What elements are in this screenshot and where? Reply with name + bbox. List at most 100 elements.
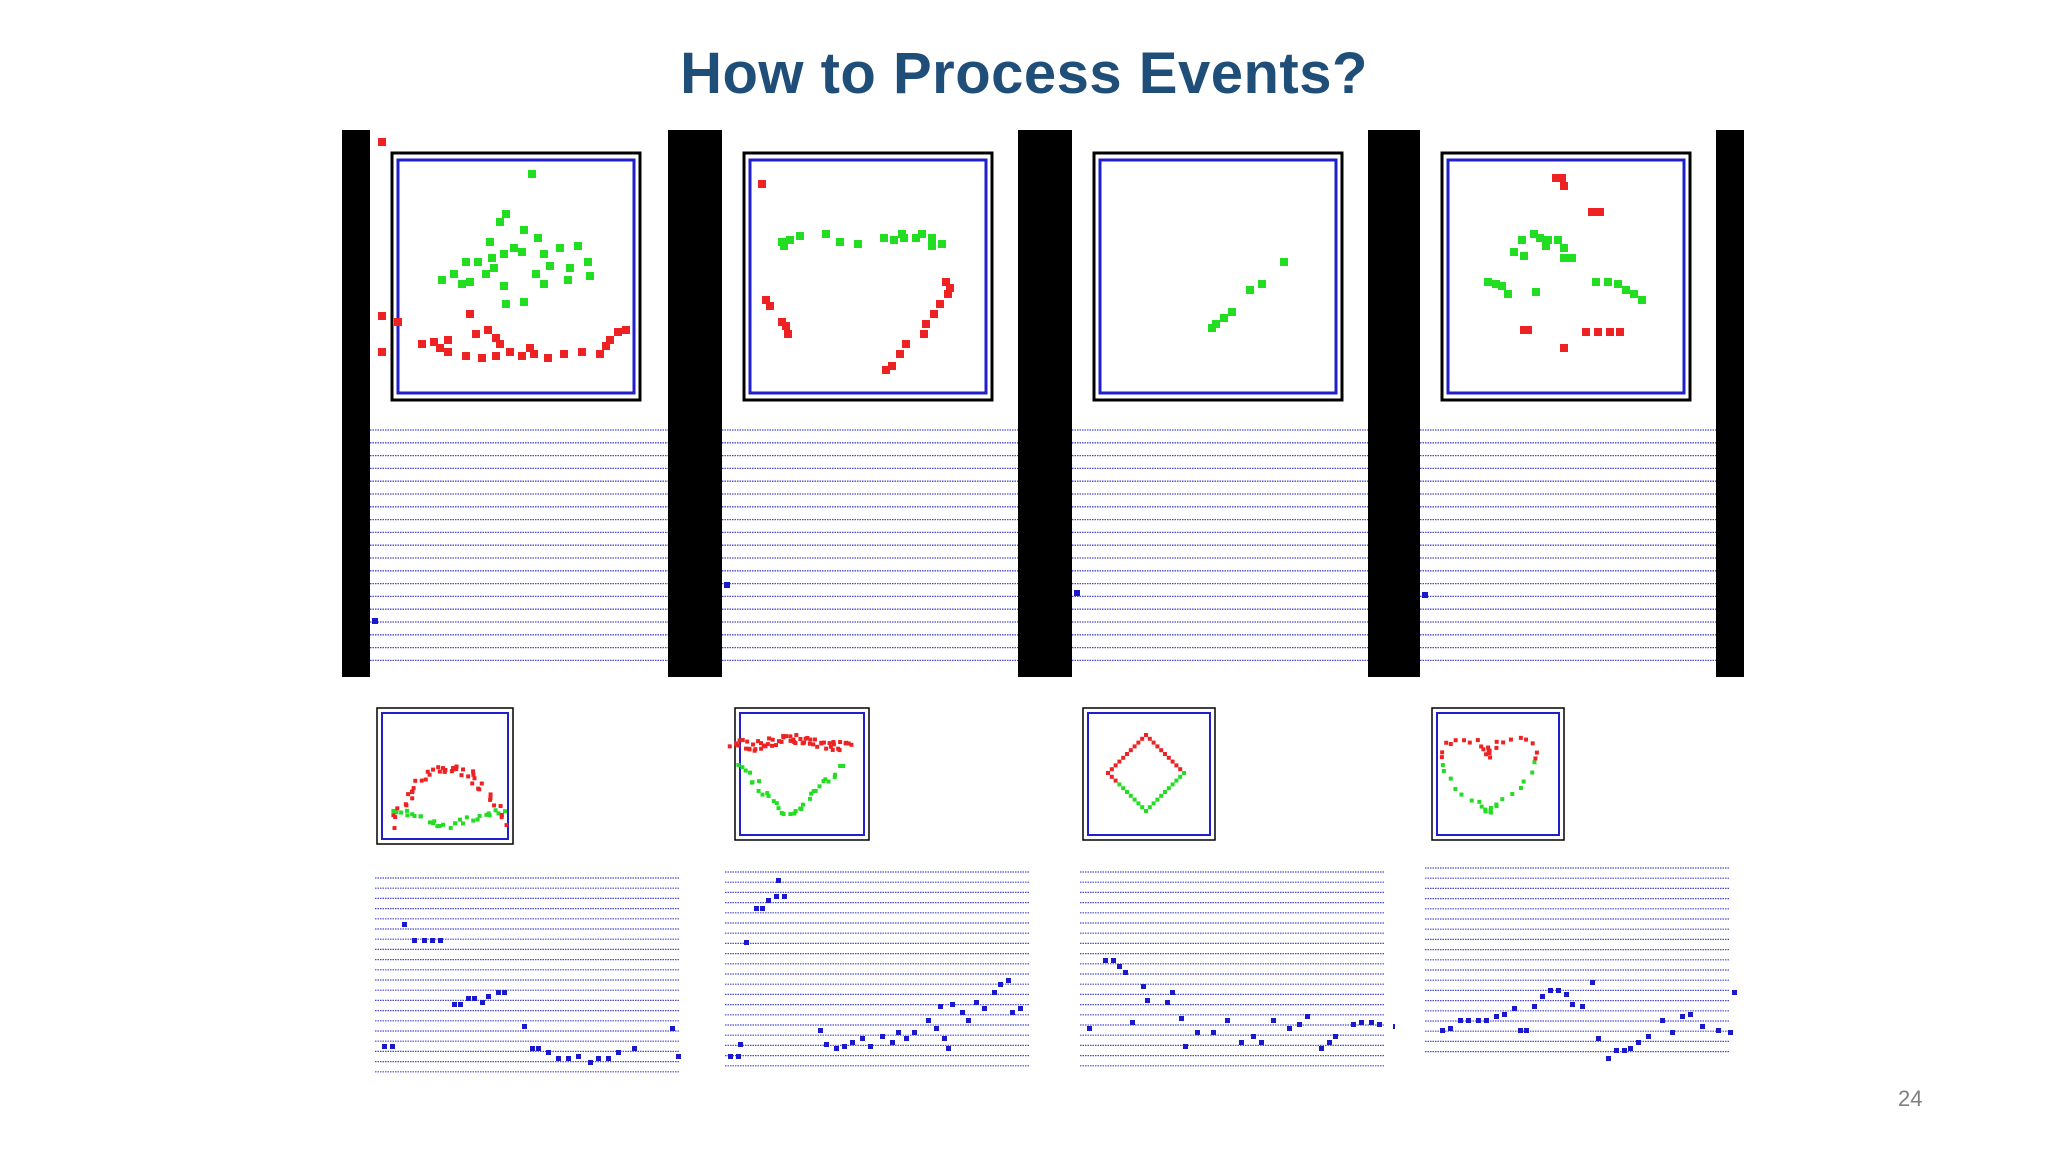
on-event	[1182, 771, 1186, 775]
on-event	[418, 814, 423, 819]
neuron-spike	[452, 1002, 457, 1007]
on-event	[1604, 278, 1612, 286]
off-event	[944, 290, 952, 298]
sensor-box	[734, 707, 870, 841]
off-event	[394, 318, 402, 326]
on-event	[760, 792, 765, 797]
neuron-spike	[766, 898, 771, 903]
on-event	[427, 820, 432, 825]
neuron-spike	[466, 996, 471, 1001]
off-event	[378, 138, 386, 146]
on-event	[826, 779, 831, 784]
off-event	[1479, 744, 1484, 749]
sensor-box	[1431, 707, 1565, 841]
on-event	[1614, 280, 1622, 288]
off-event	[1163, 752, 1167, 756]
on-event	[781, 812, 786, 817]
on-event	[1132, 797, 1137, 802]
off-event	[1178, 767, 1183, 772]
off-event	[1524, 326, 1532, 334]
neuron-spike	[1596, 1036, 1601, 1041]
neuron-spike	[992, 990, 997, 995]
event-frame-3	[1072, 130, 1368, 677]
neuron-spike	[576, 1054, 581, 1059]
off-event	[504, 823, 509, 828]
neuron-spike	[1466, 1018, 1471, 1023]
neuron-spike	[1239, 1040, 1244, 1045]
on-event	[1494, 802, 1499, 807]
neuron-spike	[1211, 1030, 1216, 1035]
neuron-spike	[818, 1028, 823, 1033]
off-event	[425, 769, 430, 774]
on-event	[740, 765, 745, 770]
neuron-spike	[372, 618, 378, 624]
off-event	[794, 733, 799, 738]
off-event	[440, 766, 445, 771]
on-event	[1622, 286, 1630, 294]
on-event	[1518, 786, 1523, 791]
on-event	[432, 819, 437, 824]
neuron-spike	[1548, 988, 1553, 993]
on-event	[1228, 308, 1236, 316]
off-event	[430, 338, 438, 346]
on-event	[1163, 790, 1167, 794]
on-event	[774, 801, 779, 806]
on-event	[841, 764, 846, 769]
result-panel-svg-1	[375, 707, 681, 1073]
on-event	[1488, 809, 1493, 814]
off-event	[1155, 744, 1160, 749]
off-event	[1444, 740, 1449, 745]
on-event	[477, 814, 482, 819]
off-event	[922, 320, 930, 328]
on-event	[799, 807, 804, 812]
neuron-spike	[724, 582, 730, 588]
off-event	[770, 737, 775, 742]
neuron-spike	[522, 1024, 527, 1029]
off-event	[1170, 759, 1175, 764]
off-event	[478, 354, 486, 362]
off-event	[759, 746, 764, 751]
off-event	[1117, 759, 1122, 764]
on-event	[748, 770, 753, 775]
off-event	[436, 344, 444, 352]
on-event	[435, 824, 440, 829]
on-event	[460, 821, 465, 826]
neuron-spike	[1458, 1018, 1463, 1023]
neuron-spike	[1010, 1010, 1015, 1015]
off-event	[498, 804, 503, 809]
on-event	[811, 789, 816, 794]
off-event	[1440, 750, 1445, 755]
off-event	[838, 740, 843, 745]
off-event	[1128, 748, 1133, 753]
neuron-spike	[912, 1030, 917, 1035]
off-event	[479, 781, 484, 786]
neuron-rows	[725, 871, 1030, 1067]
neuron-spike	[736, 1054, 741, 1059]
neuron-spike	[1484, 1018, 1489, 1023]
neuron-spike	[1327, 1040, 1332, 1045]
on-event	[1568, 254, 1576, 262]
off-event	[1448, 742, 1453, 747]
off-event	[744, 746, 749, 751]
on-event	[502, 300, 510, 308]
off-event	[831, 742, 836, 747]
off-event	[544, 354, 552, 362]
off-event	[765, 742, 770, 747]
on-event	[1151, 801, 1156, 806]
off-event	[395, 806, 400, 811]
neuron-spike	[1448, 1026, 1453, 1031]
neuron-spike	[1351, 1022, 1356, 1027]
off-event	[506, 348, 514, 356]
off-event	[466, 774, 471, 779]
off-event	[888, 362, 896, 370]
off-event	[1453, 738, 1458, 743]
off-event	[437, 769, 442, 774]
sensor-box	[1440, 151, 1692, 402]
neuron-spike	[438, 938, 443, 943]
off-event	[1121, 755, 1126, 760]
neuron-spike	[676, 1054, 681, 1059]
off-event	[791, 737, 796, 742]
on-event	[1220, 314, 1228, 322]
on-event	[466, 278, 474, 286]
on-event	[836, 238, 844, 246]
